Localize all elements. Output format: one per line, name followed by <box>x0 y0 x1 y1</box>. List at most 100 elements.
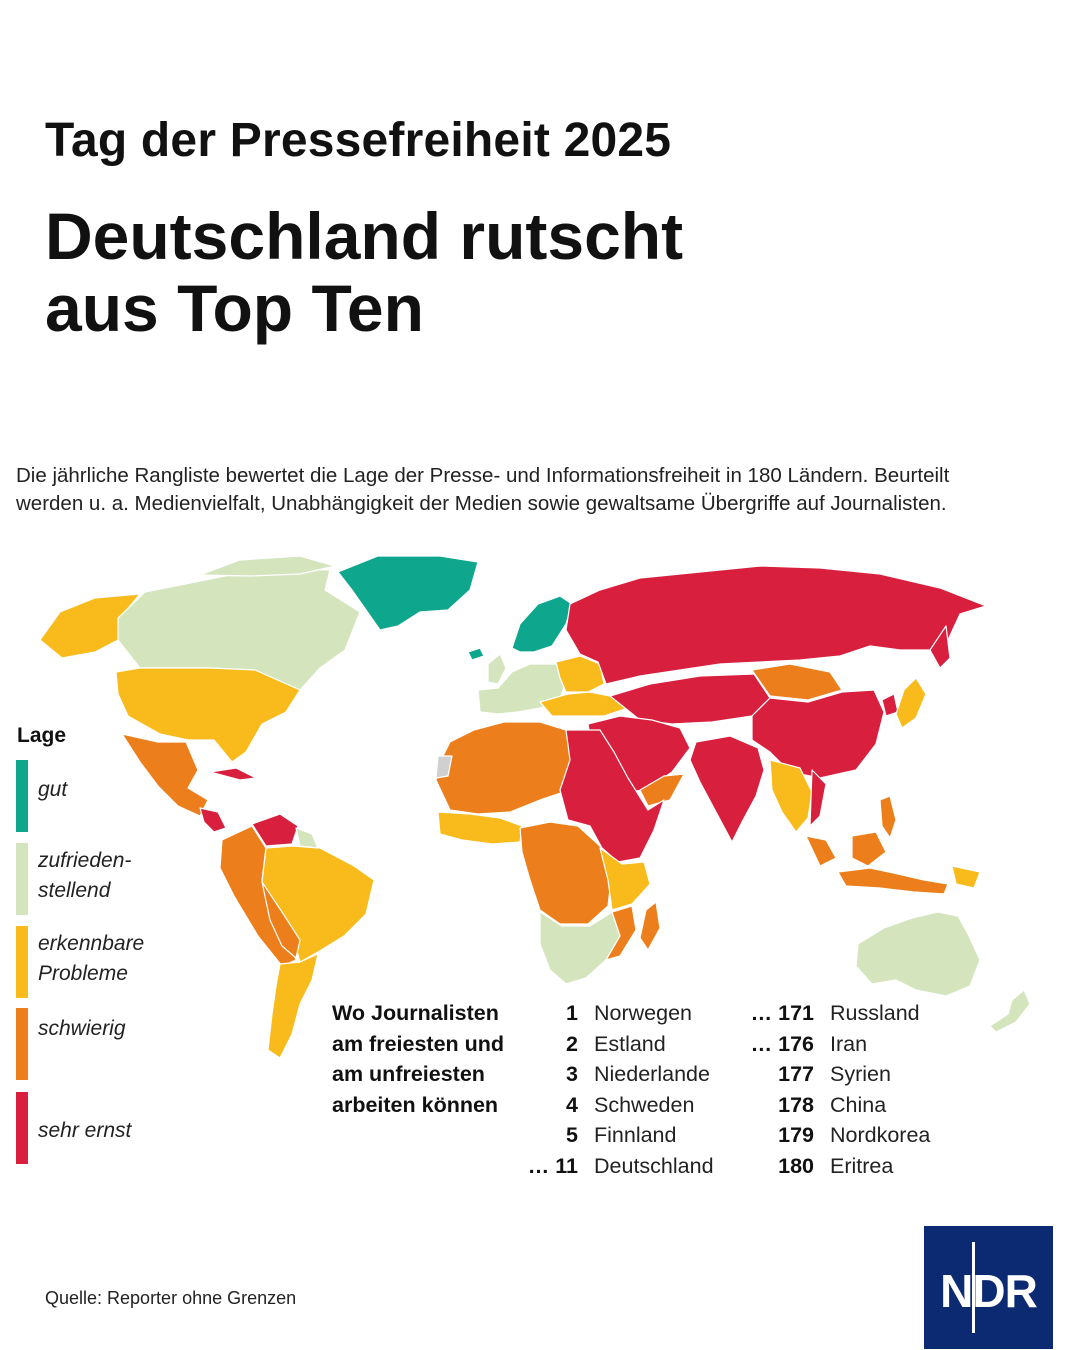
region-madagascar <box>639 901 661 951</box>
rank-country: China <box>830 1092 887 1117</box>
legend-label-sehr-ernst-text: sehr ernst <box>38 1119 132 1142</box>
rank-row: Estland <box>594 1029 734 1060</box>
source-credit: Quelle: Reporter ohne Grenzen <box>45 1288 297 1308</box>
rank-number: … 171 <box>750 1001 814 1025</box>
legend-swatch-zufriedenstellend <box>16 843 28 915</box>
rank-country: Russland <box>830 1001 920 1025</box>
region-mexico <box>121 733 209 817</box>
rank-row: 3 <box>500 1059 578 1090</box>
region-bolivia-paraguay <box>261 881 301 959</box>
rank-row: Eritrea <box>830 1151 960 1182</box>
rank-country: Eritrea <box>830 1153 894 1178</box>
rank-row: 5 <box>500 1120 578 1151</box>
region-scandinavia <box>511 595 573 653</box>
rank-number: 3 <box>566 1062 578 1086</box>
rank-number: 2 <box>566 1031 578 1056</box>
rank-row: … 176 <box>730 1029 814 1060</box>
rank-row: … 11 <box>500 1151 578 1182</box>
ranking-bottom-countries: Russland Iran Syrien China Nordkorea Eri… <box>830 998 960 1181</box>
ranking-title: Wo Journalisten am freiesten und am unfr… <box>332 998 532 1120</box>
legend-swatch-erkennbare-probleme <box>16 926 28 998</box>
legend-label-erkennbare-line2: Probleme <box>38 962 128 985</box>
rank-number: … 11 <box>527 1153 578 1178</box>
ranking-title-line2: am freiesten und <box>332 1031 505 1056</box>
rank-number: 4 <box>566 1092 578 1117</box>
region-vietnam <box>809 769 827 827</box>
rank-number: 177 <box>778 1062 814 1086</box>
ranking-title-line1: Wo Journalisten <box>332 1001 499 1025</box>
region-usa <box>115 667 301 763</box>
legend-label-erkennbare-probleme: erkennbare Probleme <box>38 929 144 989</box>
rank-row: 178 <box>730 1090 814 1121</box>
rank-row: Iran <box>830 1029 960 1060</box>
region-iceland <box>467 647 485 661</box>
rank-country: Niederlande <box>594 1062 710 1086</box>
region-australia <box>855 911 981 997</box>
rank-row: 180 <box>730 1151 814 1182</box>
ranking-top-numbers: 1 2 3 4 5 … 11 <box>500 998 578 1181</box>
rank-row: 177 <box>730 1059 814 1090</box>
rank-row: Russland <box>830 998 960 1029</box>
region-east-africa <box>599 847 651 911</box>
headline: Deutschland rutscht aus Top Ten <box>45 200 945 344</box>
legend-label-gut: gut <box>38 775 67 805</box>
ranking-title-line3: am unfreiesten <box>332 1062 485 1086</box>
region-philippines <box>879 795 897 839</box>
region-argentina-chile <box>267 953 319 1059</box>
intro-text: Die jährliche Rangliste bewertet die Lag… <box>16 462 1066 518</box>
rank-row: China <box>830 1090 960 1121</box>
legend-label-sehr-ernst: sehr ernst <box>38 1116 131 1146</box>
rank-country: Estland <box>594 1031 666 1056</box>
rank-row: Schweden <box>594 1090 734 1121</box>
legend-swatch-gut <box>16 760 28 832</box>
rank-number: 1 <box>566 1001 578 1025</box>
rank-number: 5 <box>566 1123 578 1147</box>
rank-country: Nordkorea <box>830 1123 931 1147</box>
legend-label-zufriedenstellend-line1: zufrieden- <box>38 849 132 872</box>
region-png <box>951 865 981 889</box>
region-yemen-oman <box>639 773 685 807</box>
legend-label-schwierig: schwierig <box>38 1014 126 1044</box>
legend-label-zufriedenstellend: zufrieden- stellend <box>38 846 131 906</box>
legend-swatch-sehr-ernst <box>16 1092 28 1164</box>
rank-row: Deutschland <box>594 1151 734 1182</box>
rank-row: Syrien <box>830 1059 960 1090</box>
region-venezuela <box>251 813 299 847</box>
rank-country: Syrien <box>830 1062 891 1086</box>
legend-label-zufriedenstellend-line2: stellend <box>38 879 111 902</box>
region-central-africa <box>519 821 613 925</box>
ndr-logo-text: NDR <box>940 1265 1038 1317</box>
region-greenland <box>337 555 479 631</box>
intro-line-2: werden u. a. Medienvielfalt, Unabhängigk… <box>16 492 947 515</box>
region-japan <box>895 677 927 729</box>
rank-number: 178 <box>778 1092 814 1117</box>
map-legend: Lage gut zufrieden- stellend erkennbare … <box>16 722 186 1164</box>
region-indonesia <box>837 867 949 895</box>
ranking-bottom-numbers: … 171 … 176 177 178 179 180 <box>730 998 814 1181</box>
rank-row: 1 <box>500 998 578 1029</box>
headline-line-2: aus Top Ten <box>45 271 424 345</box>
region-mongolia <box>751 663 843 701</box>
rank-country: Norwegen <box>594 1001 692 1025</box>
region-guyana <box>295 827 319 849</box>
rank-country: Schweden <box>594 1092 695 1117</box>
region-southeast-asia <box>769 759 813 833</box>
legend-label-erkennbare-line1: erkennbare <box>38 932 145 955</box>
region-cuba <box>209 767 257 781</box>
region-western-sahara <box>435 755 453 779</box>
headline-line-1: Deutschland rutscht <box>45 199 684 273</box>
rank-row: Niederlande <box>594 1059 734 1090</box>
rank-country: Deutschland <box>594 1153 714 1178</box>
kicker-title: Tag der Pressefreiheit 2025 <box>45 114 672 167</box>
region-north-africa-west <box>435 721 577 815</box>
legend-title: Lage <box>17 724 67 747</box>
region-russia <box>565 565 987 685</box>
region-kamchatka <box>929 625 951 669</box>
intro-line-1: Die jährliche Rangliste bewertet die Lag… <box>16 464 950 487</box>
legend-label-schwierig-text: schwierig <box>38 1017 126 1040</box>
region-canada-islands <box>199 555 336 577</box>
legend-label-gut-text: gut <box>38 778 68 801</box>
region-china <box>751 689 885 779</box>
rank-country: Finnland <box>594 1123 677 1147</box>
rank-row: 179 <box>730 1120 814 1151</box>
